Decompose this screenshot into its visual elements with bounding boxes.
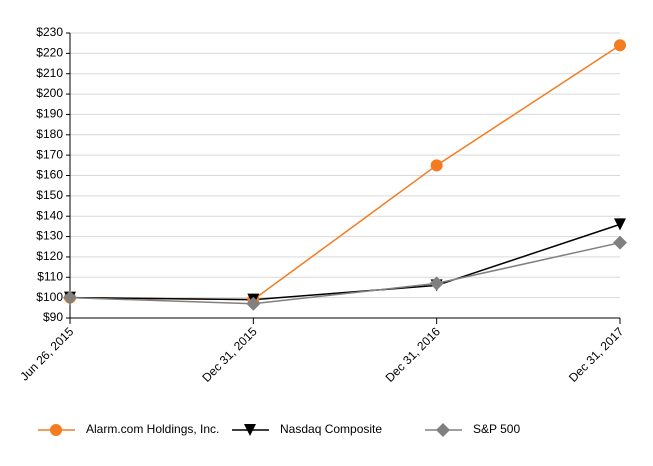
marker (50, 424, 62, 436)
y-tick-label: $90 (43, 310, 63, 324)
series-line (69, 241, 621, 305)
x-tick-label: Dec 31, 2017 (566, 324, 627, 385)
y-tick-label: $170 (36, 147, 63, 161)
x-tick-label: Dec 31, 2015 (199, 324, 260, 385)
series-line (69, 223, 621, 301)
marker (614, 218, 626, 231)
y-tick-label: $220 (36, 46, 63, 60)
legend-label: Nasdaq Composite (280, 422, 382, 436)
y-tick-label: $140 (36, 208, 63, 222)
y-tick-label: $180 (36, 127, 63, 141)
y-tick-label: $120 (36, 249, 63, 263)
marker (244, 424, 256, 436)
marker (430, 159, 443, 172)
y-tick-label: $210 (36, 66, 63, 80)
marker (436, 423, 450, 437)
legend-label: Alarm.com Holdings, Inc. (86, 422, 219, 436)
y-tick-label: $160 (36, 168, 63, 182)
marker (614, 39, 626, 52)
marker (63, 290, 77, 305)
y-tick-label: $200 (36, 86, 63, 100)
y-tick-label: $100 (36, 290, 63, 304)
y-tick-label: $130 (36, 229, 63, 243)
x-tick-label: Dec 31, 2016 (383, 324, 444, 385)
marker (429, 276, 444, 291)
y-tick-label: $150 (36, 188, 63, 202)
x-tick-label: Jun 26, 2015 (17, 324, 76, 383)
marker (613, 235, 627, 250)
y-tick-label: $190 (36, 107, 63, 121)
y-tick-label: $230 (36, 25, 63, 39)
y-tick-label: $110 (37, 269, 63, 283)
legend-label: S&P 500 (473, 422, 520, 436)
marker (246, 296, 261, 311)
